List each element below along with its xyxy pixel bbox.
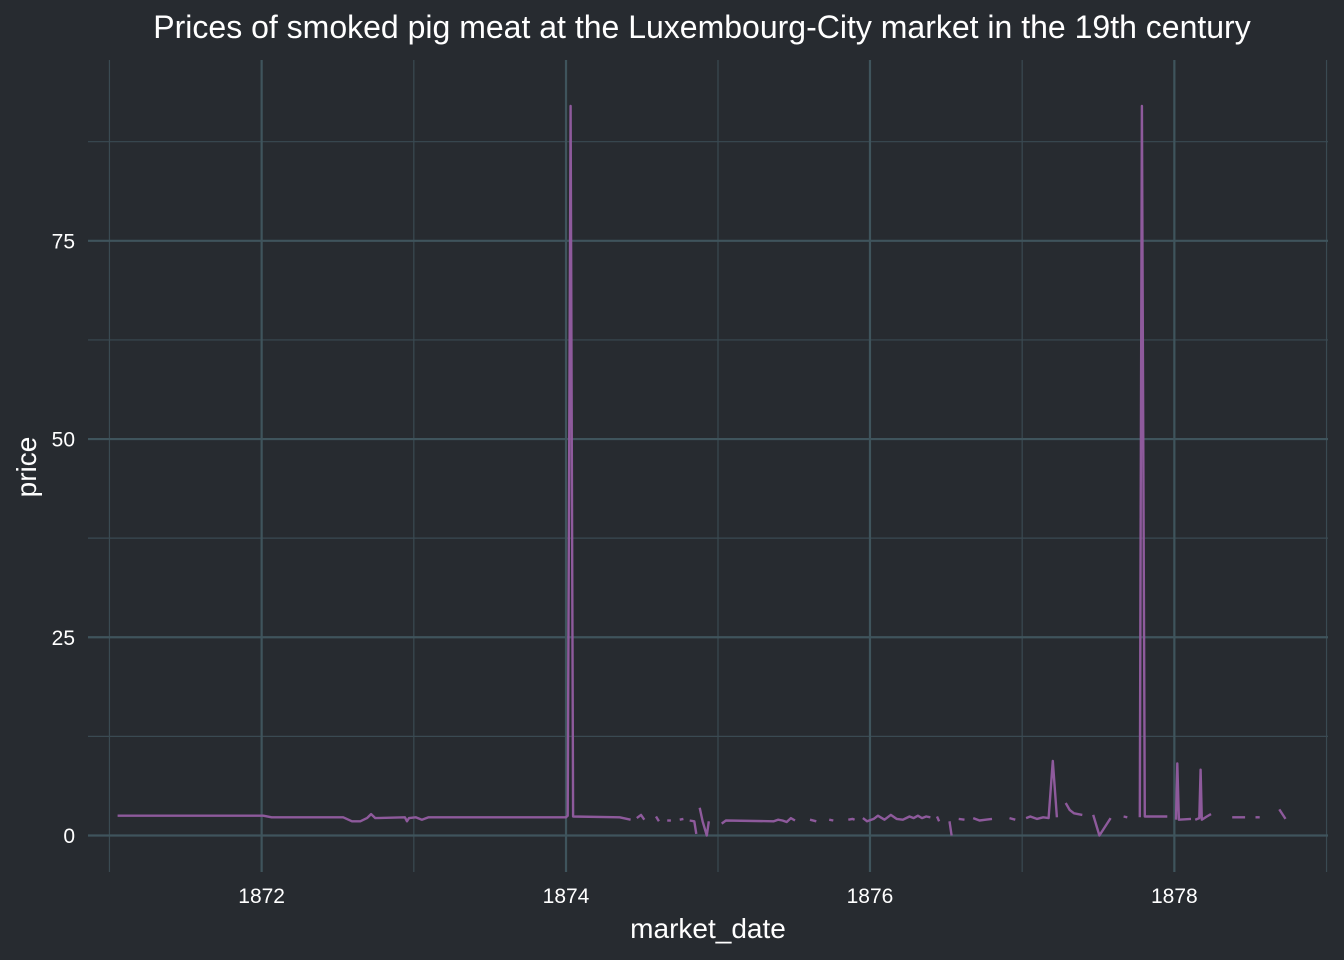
x-tick-label: 1874 bbox=[543, 885, 590, 908]
price-series bbox=[117, 104, 1287, 837]
minor-gridlines bbox=[88, 60, 1328, 872]
series-line-segment bbox=[654, 815, 660, 822]
series-line-segment bbox=[1174, 762, 1192, 821]
series-line-segment bbox=[809, 818, 817, 823]
series-line-segment bbox=[117, 104, 631, 823]
series-line-segment bbox=[636, 813, 646, 821]
series-line-segment bbox=[948, 821, 953, 836]
y-axis-title: price bbox=[11, 437, 42, 498]
y-tick-label: 25 bbox=[52, 627, 75, 650]
series-line-segment bbox=[1009, 816, 1016, 821]
series-line-segment bbox=[1138, 104, 1168, 818]
x-tick-label: 1872 bbox=[238, 885, 285, 908]
x-tick-label: 1878 bbox=[1151, 885, 1198, 908]
series-line-segment bbox=[862, 813, 931, 823]
x-axis-title: market_date bbox=[630, 913, 786, 944]
series-line-segment bbox=[828, 818, 834, 822]
x-tick-label: 1876 bbox=[847, 885, 894, 908]
series-line-segment bbox=[1025, 759, 1059, 821]
series-line-segment bbox=[935, 816, 941, 822]
chart-title: Prices of smoked pig meat at the Luxembo… bbox=[153, 9, 1250, 45]
y-axis-tick-labels: 0 25 50 75 bbox=[52, 230, 75, 848]
series-line-segment bbox=[1278, 808, 1287, 820]
series-line-segment bbox=[1194, 768, 1212, 821]
series-line-segment bbox=[848, 817, 856, 821]
series-line-segment bbox=[972, 816, 993, 822]
y-tick-label: 75 bbox=[52, 230, 75, 253]
x-axis-tick-labels: 1872 1874 1876 1878 bbox=[238, 885, 1197, 908]
series-line-segment bbox=[1123, 815, 1128, 819]
series-line-segment bbox=[698, 807, 710, 837]
series-line-segment bbox=[1092, 814, 1112, 837]
series-line-segment bbox=[720, 816, 796, 825]
series-line-segment bbox=[689, 819, 698, 835]
series-line-segment bbox=[679, 817, 684, 821]
y-tick-label: 0 bbox=[63, 825, 75, 848]
series-line-segment bbox=[958, 817, 965, 821]
series-line-segment bbox=[1064, 802, 1083, 817]
y-tick-label: 50 bbox=[52, 429, 75, 452]
